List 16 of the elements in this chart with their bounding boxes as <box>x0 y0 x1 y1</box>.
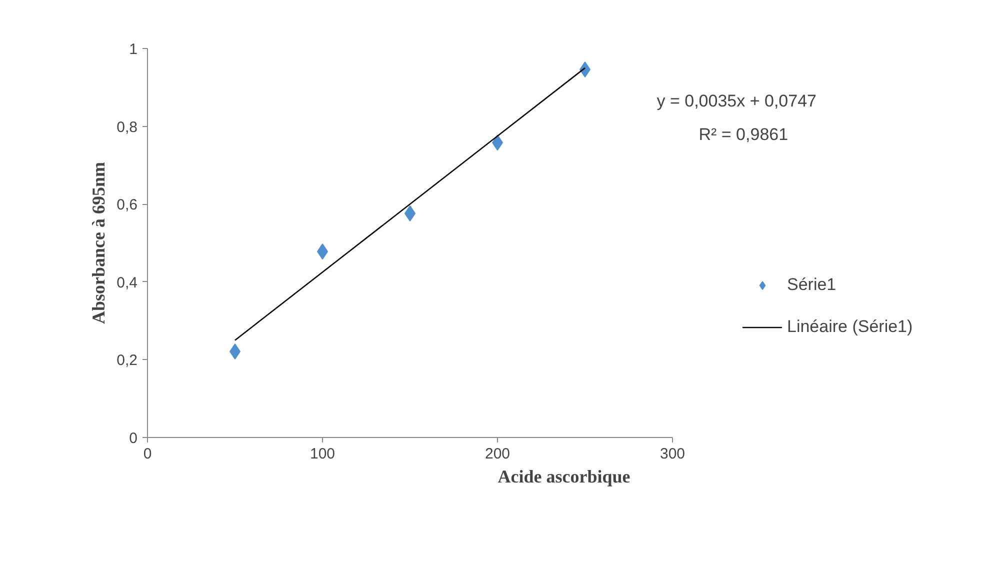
x-tick-label: 100 <box>310 446 336 462</box>
x-axis-title: Acide ascorbique <box>498 466 630 486</box>
text: R² = 0,9861 <box>698 124 788 144</box>
y-tick-label: 1 <box>129 41 138 58</box>
y-tick-label: 0,4 <box>116 274 138 292</box>
annotation: y = 0,0035x + 0,0747 <box>656 92 816 111</box>
y-tick-label: 0 <box>129 430 138 447</box>
x-tick-label: 200 <box>484 446 510 462</box>
x-tick-label: 300 <box>660 446 686 462</box>
x-tick-label: 0 <box>143 446 152 462</box>
legend-label: Linéaire (Série1) <box>787 317 913 337</box>
y-tick-label: 0,6 <box>116 196 138 214</box>
y-tick-label: 0,8 <box>116 118 138 136</box>
y-axis-title: Absorbance à 695nm <box>88 162 109 324</box>
y-tick-label: 0,2 <box>116 352 138 370</box>
legend-label: Série1 <box>787 275 836 295</box>
